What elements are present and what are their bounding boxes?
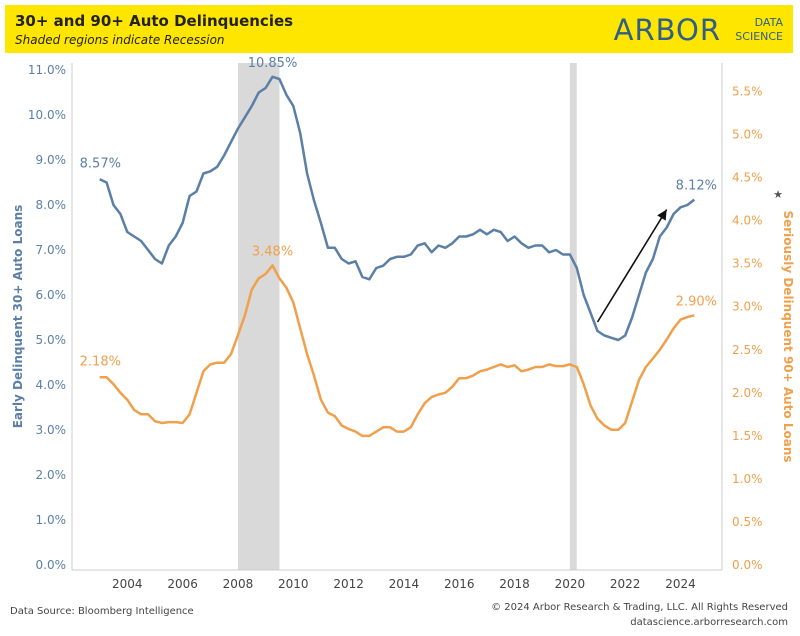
x-tick-label: 2008 <box>223 577 254 591</box>
data-source: Data Source: Bloomberg Intelligence <box>10 606 194 617</box>
chart-area: 0.0% 1.0% 2.0% 3.0% 4.0% 5.0% 6.0% 7.0% 8.0% 9.0%… <box>11 55 795 591</box>
right-tick-label: 4.0% <box>732 214 763 228</box>
series-line-90plus <box>99 264 695 438</box>
pin-icon: ★ <box>773 188 783 201</box>
left-tick-label: 8.0% <box>36 198 67 212</box>
data-label: 3.48% <box>252 244 293 259</box>
logo-sub-text-2: SCIENCE <box>735 30 783 43</box>
data-label: 8.57% <box>80 156 121 171</box>
left-tick-label: 2.0% <box>36 468 67 482</box>
chart-title: 30+ and 90+ Auto Delinquencies <box>15 12 294 30</box>
x-tick-label: 2018 <box>499 577 530 591</box>
x-tick-label: 2022 <box>610 577 641 591</box>
right-tick-label: 1.0% <box>732 472 763 486</box>
right-axis-title: Seriously Delinquent 90+ Auto Loans <box>781 210 795 462</box>
arbor-logo: ARBOR DATA SCIENCE <box>583 13 783 47</box>
x-tick-label: 2010 <box>278 577 309 591</box>
left-tick-label: 4.0% <box>36 378 67 392</box>
left-tick-label: 10.0% <box>28 108 66 122</box>
trend-arrow-line <box>596 209 668 323</box>
x-tick-label: 2012 <box>333 577 364 591</box>
x-tick-label: 2014 <box>389 577 420 591</box>
left-axis-title: Early Delinquent 30+ Auto Loans <box>11 205 25 429</box>
data-label: 2.90% <box>676 294 717 309</box>
right-tick-label: 0.0% <box>732 558 763 572</box>
left-tick-label: 5.0% <box>36 333 67 347</box>
logo-sub-text-1: DATA <box>754 16 783 29</box>
data-label: 10.85% <box>248 56 298 71</box>
left-tick-label: 7.0% <box>36 243 67 257</box>
website-text: datascience.arborresearch.com <box>630 617 788 628</box>
series-line-30plus <box>99 75 696 342</box>
right-tick-label: 5.5% <box>732 85 763 99</box>
left-tick-label: 3.0% <box>36 423 67 437</box>
left-tick-label: 6.0% <box>36 288 67 302</box>
left-tick-label: 0.0% <box>36 558 67 572</box>
right-tick-label: 4.5% <box>732 171 763 185</box>
right-tick-label: 3.5% <box>732 257 763 271</box>
data-label: 2.18% <box>80 354 121 369</box>
chart-subtitle: Shaded regions indicate Recession <box>15 33 225 47</box>
trend-arrow-head <box>657 209 667 221</box>
x-tick-label: 2016 <box>444 577 475 591</box>
right-tick-label: 5.0% <box>732 128 763 142</box>
right-tick-label: 2.5% <box>732 343 763 357</box>
x-tick-label: 2006 <box>167 577 198 591</box>
right-tick-label: 1.5% <box>732 429 763 443</box>
x-tick-label: 2020 <box>555 577 586 591</box>
logo-main-text: ARBOR <box>613 13 721 47</box>
recession-band-1 <box>569 63 577 570</box>
left-tick-label: 1.0% <box>36 513 67 527</box>
right-tick-label: 2.0% <box>732 386 763 400</box>
header-bar: 30+ and 90+ Auto Delinquencies Shaded re… <box>5 5 793 53</box>
right-tick-label: 3.0% <box>732 300 763 314</box>
x-tick-label: 2004 <box>112 577 143 591</box>
right-tick-label: 0.5% <box>732 515 763 529</box>
left-tick-label: 9.0% <box>36 153 67 167</box>
x-tick-label: 2024 <box>665 577 696 591</box>
left-tick-label: 11.0% <box>28 63 66 77</box>
copyright-text: © 2024 Arbor Research & Trading, LLC. Al… <box>491 602 788 613</box>
data-label: 8.12% <box>676 179 717 194</box>
